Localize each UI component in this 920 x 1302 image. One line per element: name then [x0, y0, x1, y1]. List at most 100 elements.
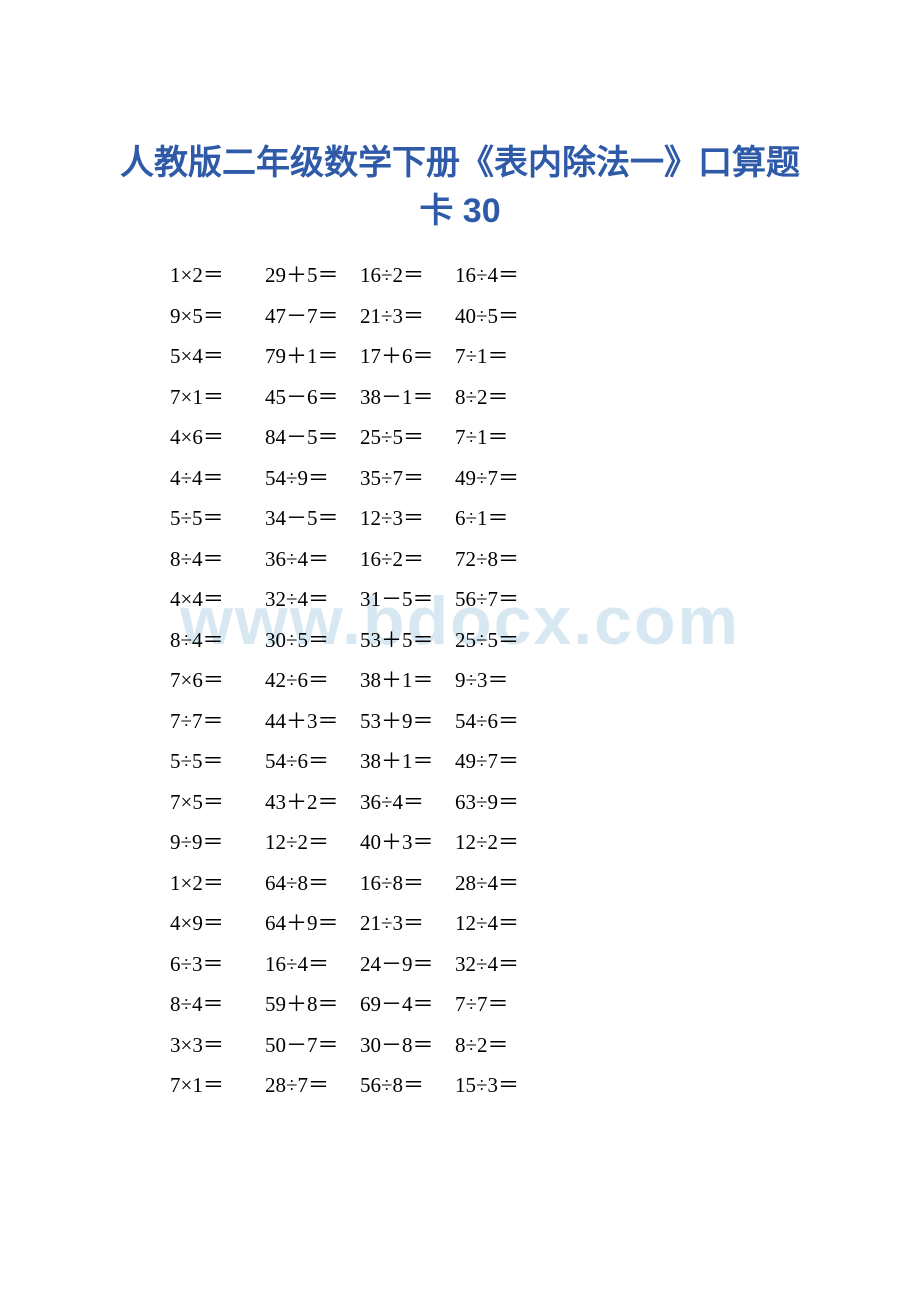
title-line-2: 卡 30 [100, 188, 820, 236]
problem-row: 5÷5＝34－5＝12÷3＝6÷1＝ [170, 508, 820, 529]
problem-cell: 59＋8＝ [265, 994, 360, 1015]
problem-cell: 6÷3＝ [170, 954, 265, 975]
problem-cell: 4×9＝ [170, 913, 265, 934]
problem-cell: 5×4＝ [170, 346, 265, 367]
problem-cell: 4×4＝ [170, 589, 265, 610]
problem-cell: 72÷8＝ [455, 549, 550, 570]
problem-cell: 40＋3＝ [360, 832, 455, 853]
problem-cell: 45－6＝ [265, 387, 360, 408]
problem-row: 8÷4＝59＋8＝69－4＝7÷7＝ [170, 994, 820, 1015]
problem-cell: 7×6＝ [170, 670, 265, 691]
problem-cell: 31－5＝ [360, 589, 455, 610]
problem-cell: 69－4＝ [360, 994, 455, 1015]
problem-cell: 4×6＝ [170, 427, 265, 448]
problem-cell: 30÷5＝ [265, 630, 360, 651]
problem-cell: 7÷1＝ [455, 346, 550, 367]
problem-row: 3×3＝50－7＝30－8＝8÷2＝ [170, 1035, 820, 1056]
problem-cell: 56÷7＝ [455, 589, 550, 610]
problem-row: 4×4＝32÷4＝31－5＝56÷7＝ [170, 589, 820, 610]
problem-cell: 21÷3＝ [360, 306, 455, 327]
problem-cell: 64＋9＝ [265, 913, 360, 934]
problem-cell: 12÷4＝ [455, 913, 550, 934]
problem-cell: 29＋5＝ [265, 265, 360, 286]
problem-cell: 1×2＝ [170, 265, 265, 286]
problem-cell: 38＋1＝ [360, 751, 455, 772]
problem-cell: 36÷4＝ [360, 792, 455, 813]
problem-row: 8÷4＝30÷5＝53＋5＝25÷5＝ [170, 630, 820, 651]
problem-cell: 28÷4＝ [455, 873, 550, 894]
problem-cell: 25÷5＝ [360, 427, 455, 448]
problem-cell: 9÷3＝ [455, 670, 550, 691]
problem-cell: 16÷4＝ [455, 265, 550, 286]
problem-cell: 49÷7＝ [455, 468, 550, 489]
problem-cell: 4÷4＝ [170, 468, 265, 489]
problem-cell: 49÷7＝ [455, 751, 550, 772]
problem-cell: 53＋5＝ [360, 630, 455, 651]
problem-row: 5÷5＝54÷6＝38＋1＝49÷7＝ [170, 751, 820, 772]
problem-cell: 12÷2＝ [265, 832, 360, 853]
problem-row: 7×6＝42÷6＝38＋1＝9÷3＝ [170, 670, 820, 691]
problem-row: 7×1＝45－6＝38－1＝8÷2＝ [170, 387, 820, 408]
problem-cell: 43＋2＝ [265, 792, 360, 813]
problem-cell: 25÷5＝ [455, 630, 550, 651]
problem-cell: 7÷7＝ [455, 994, 550, 1015]
problem-cell: 8÷2＝ [455, 387, 550, 408]
problem-cell: 44＋3＝ [265, 711, 360, 732]
problem-cell: 53＋9＝ [360, 711, 455, 732]
problem-cell: 30－8＝ [360, 1035, 455, 1056]
problem-cell: 84－5＝ [265, 427, 360, 448]
problem-cell: 50－7＝ [265, 1035, 360, 1056]
title-line-1: 人教版二年级数学下册《表内除法一》口算题 [100, 140, 820, 188]
problem-cell: 7×1＝ [170, 387, 265, 408]
problem-cell: 54÷6＝ [455, 711, 550, 732]
problem-row: 9×5＝47－7＝21÷3＝40÷5＝ [170, 306, 820, 327]
problem-cell: 38－1＝ [360, 387, 455, 408]
problem-cell: 79＋1＝ [265, 346, 360, 367]
problem-row: 5×4＝79＋1＝17＋6＝7÷1＝ [170, 346, 820, 367]
problem-row: 8÷4＝36÷4＝16÷2＝72÷8＝ [170, 549, 820, 570]
problem-cell: 7÷7＝ [170, 711, 265, 732]
problem-cell: 6÷1＝ [455, 508, 550, 529]
problem-cell: 40÷5＝ [455, 306, 550, 327]
problem-cell: 12÷3＝ [360, 508, 455, 529]
problem-cell: 5÷5＝ [170, 508, 265, 529]
problem-cell: 56÷8＝ [360, 1075, 455, 1096]
problem-cell: 38＋1＝ [360, 670, 455, 691]
problem-cell: 15÷3＝ [455, 1075, 550, 1096]
problem-cell: 28÷7＝ [265, 1075, 360, 1096]
problem-row: 4÷4＝54÷9＝35÷7＝49÷7＝ [170, 468, 820, 489]
problem-cell: 9÷9＝ [170, 832, 265, 853]
problem-row: 7÷7＝44＋3＝53＋9＝54÷6＝ [170, 711, 820, 732]
problem-row: 1×2＝29＋5＝16÷2＝16÷4＝ [170, 265, 820, 286]
problem-row: 4×9＝64＋9＝21÷3＝12÷4＝ [170, 913, 820, 934]
page-content: 人教版二年级数学下册《表内除法一》口算题 卡 30 1×2＝29＋5＝16÷2＝… [0, 0, 920, 1176]
problem-cell: 16÷4＝ [265, 954, 360, 975]
problem-cell: 35÷7＝ [360, 468, 455, 489]
problem-cell: 8÷4＝ [170, 549, 265, 570]
problem-cell: 7÷1＝ [455, 427, 550, 448]
problem-cell: 32÷4＝ [455, 954, 550, 975]
problem-cell: 3×3＝ [170, 1035, 265, 1056]
problem-cell: 42÷6＝ [265, 670, 360, 691]
problem-cell: 16÷2＝ [360, 549, 455, 570]
problem-cell: 1×2＝ [170, 873, 265, 894]
problem-row: 1×2＝64÷8＝16÷8＝28÷4＝ [170, 873, 820, 894]
problem-row: 7×1＝28÷7＝56÷8＝15÷3＝ [170, 1075, 820, 1096]
problem-cell: 7×1＝ [170, 1075, 265, 1096]
problem-cell: 16÷2＝ [360, 265, 455, 286]
problem-cell: 16÷8＝ [360, 873, 455, 894]
problem-row: 9÷9＝12÷2＝40＋3＝12÷2＝ [170, 832, 820, 853]
problem-cell: 5÷5＝ [170, 751, 265, 772]
problem-cell: 7×5＝ [170, 792, 265, 813]
problem-cell: 34－5＝ [265, 508, 360, 529]
problem-row: 6÷3＝16÷4＝24－9＝32÷4＝ [170, 954, 820, 975]
page-title: 人教版二年级数学下册《表内除法一》口算题 卡 30 [100, 140, 820, 235]
problems-container: 1×2＝29＋5＝16÷2＝16÷4＝9×5＝47－7＝21÷3＝40÷5＝5×… [170, 265, 820, 1096]
problem-cell: 9×5＝ [170, 306, 265, 327]
problem-cell: 12÷2＝ [455, 832, 550, 853]
problem-cell: 32÷4＝ [265, 589, 360, 610]
problem-row: 4×6＝84－5＝25÷5＝7÷1＝ [170, 427, 820, 448]
problem-cell: 8÷4＝ [170, 994, 265, 1015]
problem-cell: 8÷2＝ [455, 1035, 550, 1056]
problem-cell: 17＋6＝ [360, 346, 455, 367]
